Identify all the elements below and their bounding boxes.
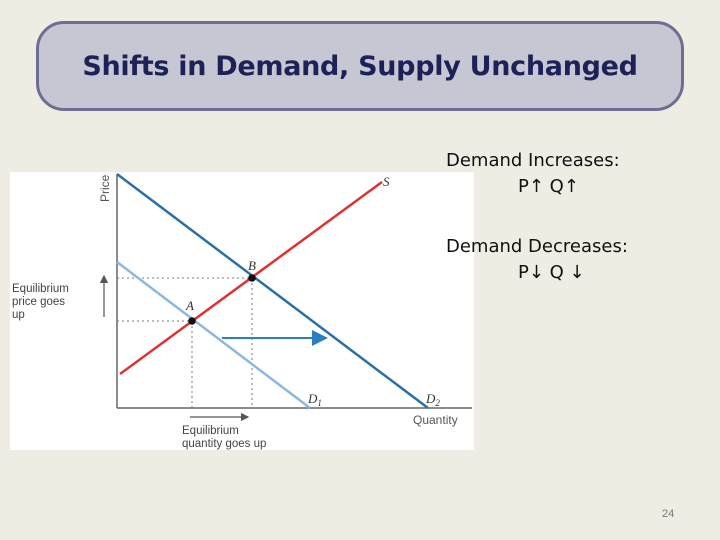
equilibrium-point-b [248,274,256,282]
equilibrium-point-a [188,317,196,325]
title-banner: Shifts in Demand, Supply Unchanged [36,21,684,111]
price-note-line-2: price goes [12,296,65,308]
x-axis-label: Quantity [413,413,458,427]
d1-subscript: 1 [317,398,322,408]
d2-subscript: 2 [435,398,440,408]
d2-label: D2 [425,391,440,408]
point-a-label: A [185,298,194,313]
price-note-line-1: Equilibrium [12,283,69,295]
increase-effect: P↑ Q↑ [518,176,579,197]
demand-curve-d2 [116,173,429,409]
y-axis-label: Price [98,174,112,202]
notes-spacer [446,200,716,234]
demand-curve-d1 [116,261,311,409]
effects-notes: Demand Increases: P↑ Q↑ Demand Decreases… [446,148,716,286]
decrease-effect: P↓ Q ↓ [518,262,585,283]
diagram-canvas: Price Quantity A B S D1 D2 Equilibrium p… [12,173,472,450]
decrease-heading: Demand Decreases: [446,236,628,257]
d1-label: D1 [307,391,322,408]
supply-demand-diagram: Price Quantity A B S D1 D2 Equilibrium p… [10,172,474,450]
increase-heading: Demand Increases: [446,150,620,171]
quantity-note-line-2: quantity goes up [182,438,266,450]
slide-number: 24 [662,508,675,520]
supply-label: S [383,174,390,189]
quantity-note-line-1: Equilibrium [182,425,239,437]
price-note-line-3: up [12,309,25,321]
point-b-label: B [248,258,256,273]
d1-letter: D [307,391,318,406]
d2-letter: D [425,391,436,406]
slide-title: Shifts in Demand, Supply Unchanged [82,50,638,82]
